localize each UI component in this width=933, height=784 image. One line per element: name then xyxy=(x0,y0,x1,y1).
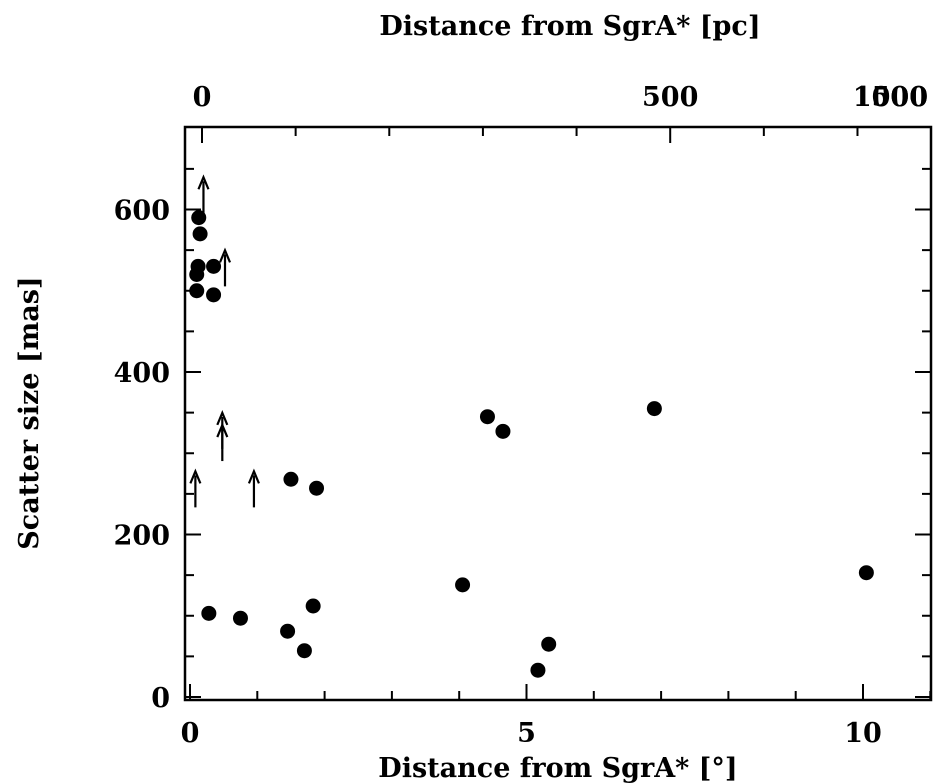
arrow-head xyxy=(197,174,210,190)
top-tick-label: 0 xyxy=(193,82,212,113)
bottom-tick-label: 0 xyxy=(181,718,200,749)
plot-frame xyxy=(183,125,933,702)
arrow-head xyxy=(218,247,232,263)
data-point xyxy=(206,258,222,274)
y-axis-label: Scatter size [mas] xyxy=(14,276,45,549)
y-tick-label: 600 xyxy=(114,196,170,227)
top-tick-label: 500 xyxy=(642,82,698,113)
data-point xyxy=(283,471,299,487)
data-point xyxy=(305,598,321,614)
bottom-axis-label: Distance from SgrA* [°] xyxy=(378,753,737,784)
data-point xyxy=(479,409,495,425)
data-point xyxy=(646,401,662,417)
data-point xyxy=(201,605,217,621)
data-point xyxy=(191,210,207,226)
data-point xyxy=(280,623,296,639)
data-point xyxy=(189,267,205,282)
arrow-head xyxy=(216,410,229,426)
y-tick-label: 200 xyxy=(114,521,170,552)
lower-limit-arrow xyxy=(218,247,232,287)
data-point xyxy=(206,287,222,303)
data-point xyxy=(189,283,205,299)
bottom-tick-label: 10 xyxy=(844,718,882,749)
data-point xyxy=(309,480,325,496)
data-point xyxy=(495,423,511,439)
top-axis-label: Distance from SgrA* [pc] xyxy=(379,11,760,42)
arrow-head xyxy=(247,468,260,484)
lower-limit-arrow xyxy=(247,468,260,508)
data-point xyxy=(541,636,557,652)
data-point xyxy=(296,643,312,659)
data-point xyxy=(192,226,208,242)
y-tick-label: 400 xyxy=(114,358,170,389)
arrow-head xyxy=(216,422,229,438)
lower-limit-arrow xyxy=(189,468,202,508)
data-marks xyxy=(189,174,874,678)
data-point xyxy=(530,662,546,678)
y-tick-label: 0 xyxy=(151,683,170,714)
axis-ticks xyxy=(185,127,932,700)
data-point xyxy=(232,610,248,626)
bottom-tick-label: 5 xyxy=(517,718,536,749)
lower-limit-arrow xyxy=(216,422,229,462)
arrow-head xyxy=(189,468,202,484)
top-tick-label: 1500 xyxy=(853,82,928,113)
lower-limit-arrow xyxy=(197,174,210,214)
data-point xyxy=(858,565,874,581)
data-point xyxy=(455,577,471,593)
top-tick-label: 1000 xyxy=(853,82,928,113)
